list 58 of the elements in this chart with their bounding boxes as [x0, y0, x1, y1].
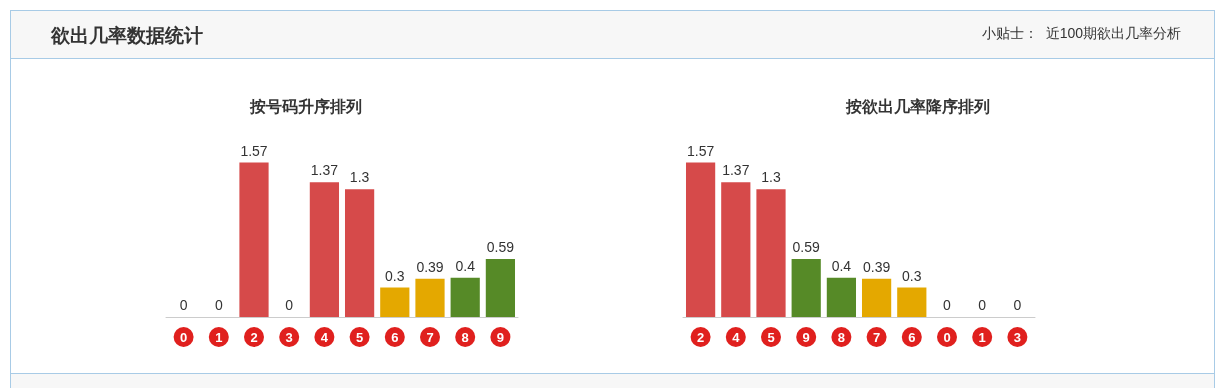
x-tick-label: 7 — [426, 329, 434, 345]
chart-title: 按欲出几率降序排列 — [845, 96, 990, 115]
bar — [756, 189, 786, 317]
bar — [685, 162, 716, 317]
data-label: 0.4 — [831, 257, 852, 274]
x-tick-label: 2 — [696, 329, 705, 345]
x-tick-label: 5 — [355, 329, 364, 345]
data-label: 0.59 — [792, 238, 821, 255]
bar — [826, 277, 857, 317]
bar — [861, 278, 892, 317]
data-label: 1.3 — [349, 169, 370, 186]
bar — [380, 287, 410, 317]
data-label: 1.57 — [686, 142, 715, 159]
text: 欲出几率数据统计 — [51, 24, 203, 48]
data-label: 0 — [943, 297, 952, 313]
data-label: 1.37 — [722, 162, 750, 179]
data-label: 0 — [1013, 297, 1022, 313]
bar — [344, 189, 375, 317]
x-tick-label: 6 — [908, 329, 916, 345]
x-tick-label: 8 — [461, 329, 469, 345]
x-tick-label: 4 — [732, 329, 741, 345]
x-tick-label: 6 — [391, 329, 399, 345]
x-tick-label: 0 — [179, 329, 188, 345]
data-label: 0.39 — [862, 258, 891, 275]
x-tick-label: 1 — [978, 329, 986, 345]
data-label: 1.57 — [240, 142, 268, 159]
bar — [309, 182, 340, 317]
bar — [791, 258, 821, 317]
bar — [721, 182, 751, 317]
x-tick-label: 2 — [250, 329, 258, 345]
chart-title: 按号码升序排列 — [249, 96, 362, 115]
data-label: 0 — [285, 297, 294, 313]
data-label: 0.3 — [385, 267, 405, 284]
x-tick-label: 9 — [496, 329, 505, 345]
x-tick-label: 5 — [767, 329, 775, 345]
text: 小贴士： 近100期欲出几率分析 — [981, 25, 1181, 43]
bar — [415, 278, 445, 317]
data-label: 0 — [978, 297, 987, 313]
data-label: 0.59 — [486, 238, 515, 255]
bar — [897, 287, 927, 317]
bar — [239, 162, 269, 317]
x-tick-label: 8 — [837, 329, 846, 345]
data-label: 1.3 — [761, 169, 781, 186]
x-tick-label: 1 — [215, 329, 223, 345]
data-label: 1.37 — [310, 162, 339, 179]
x-tick-label: 0 — [943, 329, 951, 345]
x-tick-label: 9 — [802, 329, 810, 345]
data-label: 0.39 — [416, 258, 444, 275]
x-tick-label: 3 — [1013, 329, 1022, 345]
bar — [450, 277, 480, 317]
data-label: 0 — [179, 297, 188, 313]
bar — [485, 258, 516, 317]
data-label: 0 — [214, 297, 223, 313]
data-label: 0.4 — [455, 257, 476, 274]
x-tick-label: 4 — [320, 329, 329, 345]
data-label: 0.3 — [902, 267, 922, 284]
x-tick-label: 3 — [285, 329, 293, 345]
x-tick-label: 7 — [872, 329, 881, 345]
